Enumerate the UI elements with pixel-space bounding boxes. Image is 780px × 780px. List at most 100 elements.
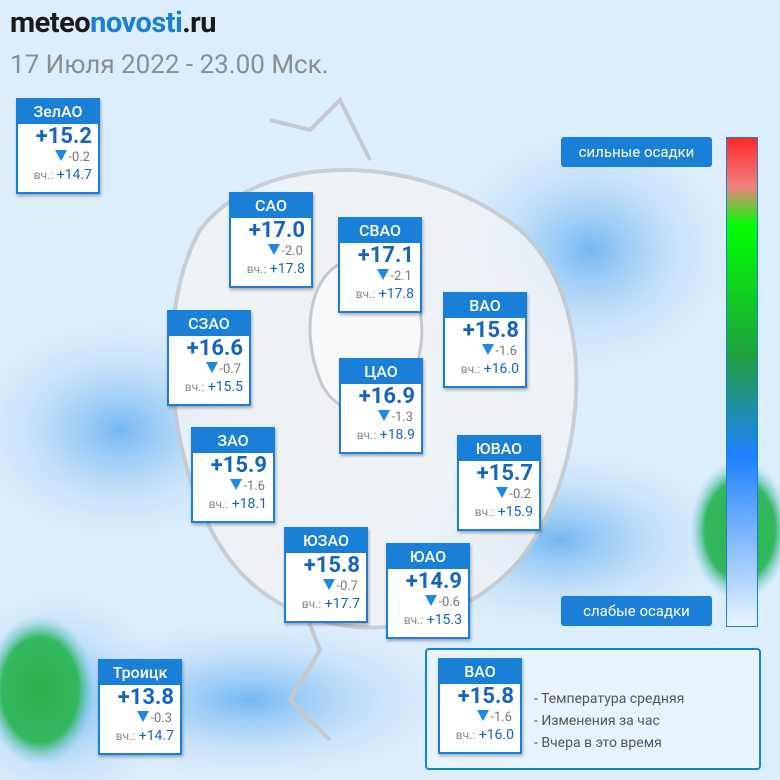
hour-change: -2.1 (340, 269, 420, 285)
yesterday: вч.: +18.1 (193, 495, 273, 513)
title: 17 Июля 2022 - 23.00 Мск. (10, 50, 329, 80)
legend-item: - Вчера в это время (534, 735, 662, 751)
yesterday-label: вч.: (33, 168, 54, 182)
down-arrow (230, 479, 243, 490)
yesterday-value: +14.7 (56, 167, 92, 183)
yesterday: вч.: +17.7 (286, 595, 366, 613)
logo-part: .ru (182, 6, 217, 40)
temperature: +13.8 (117, 685, 174, 710)
yesterday-label: вч.: (356, 428, 377, 442)
district-name: САО (231, 194, 311, 218)
legend-item: - Температура средняя (534, 691, 685, 707)
district-name: ЮВАО (459, 437, 539, 461)
temperature: +15.7 (476, 461, 533, 486)
change-value: -2.1 (390, 269, 412, 284)
yesterday: вч.: +14.7 (18, 166, 98, 184)
legend-item: - Изменения за час (534, 713, 660, 729)
district-box: ВАО +15.8 -1.6 вч.: +16.0 (443, 292, 527, 388)
down-arrow (425, 595, 438, 606)
yesterday: вч.: +16.0 (445, 360, 525, 378)
yesterday-value: +15.9 (497, 504, 533, 520)
district-box: СЗАО +16.6 -0.7 вч.: +15.5 (167, 310, 251, 406)
temperature: +15.8 (462, 318, 519, 343)
district-box: ЮЗАО +15.8 -0.7 вч.: +17.7 (284, 527, 368, 623)
hour-change: -2.0 (231, 244, 311, 260)
change-value: -0.7 (219, 362, 241, 377)
down-arrow (206, 362, 219, 373)
down-arrow (477, 710, 490, 721)
yesterday: вч.: +17.8 (340, 285, 420, 303)
hour-change: -0.2 (18, 150, 98, 166)
change-value: -0.2 (509, 487, 531, 502)
yesterday-label: вч.: (455, 728, 476, 742)
district-name: ВАО (440, 660, 520, 684)
yesterday-label: вч.: (184, 380, 205, 394)
yesterday-value: +17.8 (269, 261, 305, 277)
district-box: САО +17.0 -2.0 вч.: +17.8 (229, 192, 313, 288)
yesterday-label: вч.: (246, 262, 267, 276)
temperature: +16.9 (358, 384, 415, 409)
district-box: ЦАО +16.9 -1.3 вч.: +18.9 (339, 358, 423, 454)
yesterday-value: +14.7 (138, 728, 174, 744)
district-name: ЗАО (193, 429, 273, 453)
change-value: -0.2 (68, 150, 90, 165)
temperature: +15.8 (303, 553, 360, 578)
yesterday-label: вч.: (460, 362, 481, 376)
temperature: +16.6 (186, 336, 243, 361)
yesterday-value: +15.5 (207, 379, 243, 395)
yesterday-value: +15.3 (426, 612, 462, 628)
yesterday-value: +16.0 (483, 361, 519, 377)
temperature: +15.9 (210, 453, 267, 478)
yesterday-label: вч.: (115, 729, 136, 743)
hour-change: -0.6 (388, 595, 468, 611)
hour-change: -0.3 (100, 711, 180, 727)
district-box: ЗАО +15.9 -1.6 вч.: +18.1 (191, 427, 275, 523)
change-value: -0.7 (336, 579, 358, 594)
district-name: ЦАО (341, 360, 421, 384)
scale-label: сильные осадки (561, 137, 712, 167)
yesterday-label: вч.: (403, 613, 424, 627)
logo-part: meteo (10, 6, 91, 40)
yesterday-value: +18.9 (379, 427, 415, 443)
yesterday: вч.: +18.9 (341, 426, 421, 444)
down-arrow (377, 269, 390, 280)
yesterday-label: вч.: (208, 497, 229, 511)
yesterday-value: +17.8 (378, 286, 414, 302)
yesterday: вч.: +16.0 (440, 726, 520, 744)
district-box: ЗелАО +15.2 -0.2 вч.: +14.7 (16, 98, 100, 194)
district-name: ЮЗАО (286, 529, 366, 553)
hour-change: -0.7 (286, 579, 366, 595)
district-name: ВАО (445, 294, 525, 318)
precipitation-scale (726, 137, 758, 627)
change-value: -1.6 (495, 344, 517, 359)
district-box: Троицк +13.8 -0.3 вч.: +14.7 (98, 659, 182, 755)
district-name: ЮАО (388, 545, 468, 569)
district-name: СЗАО (169, 312, 249, 336)
hour-change: -1.6 (445, 344, 525, 360)
temperature: +14.9 (405, 569, 462, 594)
down-arrow (137, 711, 150, 722)
scale-label: слабые осадки (561, 596, 712, 626)
hour-change: -0.2 (459, 487, 539, 503)
logo[interactable]: meteonovosti.ru (10, 6, 217, 40)
temperature: +17.1 (357, 243, 414, 268)
yesterday: вч.: +15.3 (388, 611, 468, 629)
down-arrow (268, 244, 281, 255)
temperature: +17.0 (248, 218, 305, 243)
yesterday-value: +18.1 (231, 496, 267, 512)
yesterday: вч.: +15.5 (169, 378, 249, 396)
district-box: ВАО +15.8 -1.6 вч.: +16.0 (438, 658, 522, 754)
temperature: +15.8 (457, 684, 514, 709)
change-value: -1.6 (243, 479, 265, 494)
hour-change: -0.7 (169, 362, 249, 378)
change-value: -1.3 (391, 410, 413, 425)
district-box: ЮВАО +15.7 -0.2 вч.: +15.9 (457, 435, 541, 531)
yesterday-value: +17.7 (324, 596, 360, 612)
temperature: +15.2 (35, 124, 92, 149)
down-arrow (55, 150, 68, 161)
hour-change: -1.3 (341, 410, 421, 426)
district-name: ЗелАО (18, 100, 98, 124)
down-arrow (323, 579, 336, 590)
legend-items: - Температура средняя - Изменения за час -… (534, 688, 684, 754)
